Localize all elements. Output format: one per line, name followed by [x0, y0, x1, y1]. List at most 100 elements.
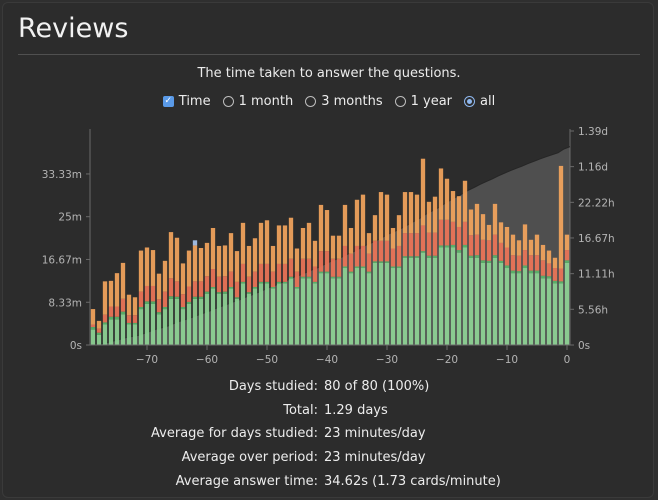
bar-mature	[180, 309, 186, 345]
bar-relearn	[192, 281, 198, 297]
bar-relearn	[198, 281, 204, 297]
bar-young	[468, 255, 474, 258]
bar-young	[270, 287, 276, 289]
bar-mature	[366, 273, 372, 345]
bar-relearn	[372, 240, 378, 262]
bar-relearn	[150, 285, 156, 302]
bar-learn	[186, 250, 192, 287]
bar-relearn	[528, 255, 534, 271]
bar-young	[360, 266, 366, 269]
range-1-month-radio[interactable]	[222, 96, 234, 107]
bar-young	[384, 261, 390, 263]
range-1-month[interactable]: 1 month	[222, 94, 293, 109]
bar-relearn	[300, 258, 306, 277]
bar-relearn	[342, 245, 348, 267]
bar-learn	[360, 194, 366, 246]
bar-mature	[516, 273, 522, 345]
bar-learn	[222, 245, 228, 277]
bar-learn	[558, 165, 564, 269]
bar-young	[162, 307, 168, 310]
bar-young	[108, 316, 114, 320]
bar-young	[96, 332, 102, 335]
range-all-radio[interactable]	[464, 96, 475, 107]
bar-learn	[216, 245, 222, 277]
bar-mature	[504, 268, 510, 345]
range-3-months[interactable]: 3 months	[305, 94, 383, 109]
bar-relearn	[366, 253, 372, 272]
bar-mature	[510, 273, 516, 345]
bar-mature	[432, 257, 438, 345]
bar-relearn	[246, 276, 252, 293]
stat-label: Average over period:	[181, 450, 318, 466]
bar-learn	[342, 204, 348, 246]
bar-learn	[174, 237, 180, 282]
bar-relearn	[324, 251, 330, 272]
time-checkbox[interactable]: ✓	[162, 96, 174, 107]
bar-mature	[546, 278, 552, 345]
bar-young	[150, 301, 156, 304]
bar-relearn	[348, 253, 354, 272]
bar-learn	[462, 180, 468, 222]
bar-relearn	[546, 263, 552, 277]
bar-relearn	[486, 240, 492, 261]
bar-young	[504, 265, 510, 269]
bar-young	[198, 296, 204, 299]
range-1-year-radio[interactable]	[394, 96, 406, 107]
bar-mature	[192, 298, 198, 345]
bar-learn	[324, 210, 330, 252]
bar-young	[228, 287, 234, 289]
bar-relearn	[552, 268, 558, 281]
bar-mature	[210, 288, 216, 345]
bar-learn	[366, 233, 372, 254]
bar-young	[342, 266, 348, 269]
bar-learn	[264, 220, 270, 264]
bar-young	[294, 287, 300, 289]
bar-learn	[348, 227, 354, 254]
time-toggle[interactable]: ✓ Time	[162, 94, 211, 109]
bar-young	[174, 296, 180, 299]
bar-mature	[474, 257, 480, 345]
bar-young	[180, 307, 186, 310]
bar-mature	[420, 252, 426, 345]
bar-relearn	[540, 260, 546, 276]
bar-mature	[288, 278, 294, 345]
range-1-year-label: 1 year	[410, 94, 452, 109]
bar-young	[528, 270, 534, 274]
cumulative-area	[89, 146, 571, 346]
bar-mature	[168, 298, 174, 345]
bar-learn	[318, 204, 324, 252]
bar-young	[438, 245, 444, 248]
bar-learn	[540, 244, 546, 261]
bar-learn	[396, 215, 402, 246]
y2-tick-label: 11.11h	[578, 269, 615, 281]
bar-mature	[468, 257, 474, 345]
bar-young	[510, 270, 516, 274]
bar-mature	[372, 262, 378, 345]
bar-learn	[402, 192, 408, 234]
bar-young	[390, 266, 396, 269]
bar-learn	[408, 192, 414, 234]
bar-mature	[150, 303, 156, 345]
bar-young	[420, 251, 426, 253]
bar-learn	[456, 196, 462, 227]
bar-learn	[240, 222, 246, 264]
bar-young	[486, 260, 492, 263]
bar-relearn	[312, 266, 318, 282]
bar-relearn	[270, 271, 276, 288]
range-all[interactable]: all	[464, 94, 495, 109]
bar-mature	[462, 247, 468, 345]
bar-young	[246, 292, 252, 294]
chart-subtitle: The time taken to answer the questions.	[197, 66, 461, 81]
range-3-months-radio[interactable]	[305, 96, 317, 107]
bar-relearn	[492, 234, 498, 256]
bar-learn	[228, 233, 234, 272]
bar-young	[450, 244, 456, 248]
bar-learn	[312, 240, 318, 267]
bar-learn	[564, 234, 570, 251]
bar-relearn	[450, 221, 456, 245]
bar-young	[192, 296, 198, 299]
bar-relearn	[138, 291, 144, 308]
range-1-year[interactable]: 1 year	[394, 94, 452, 109]
bar-learn	[246, 245, 252, 277]
bar-young	[402, 256, 408, 258]
